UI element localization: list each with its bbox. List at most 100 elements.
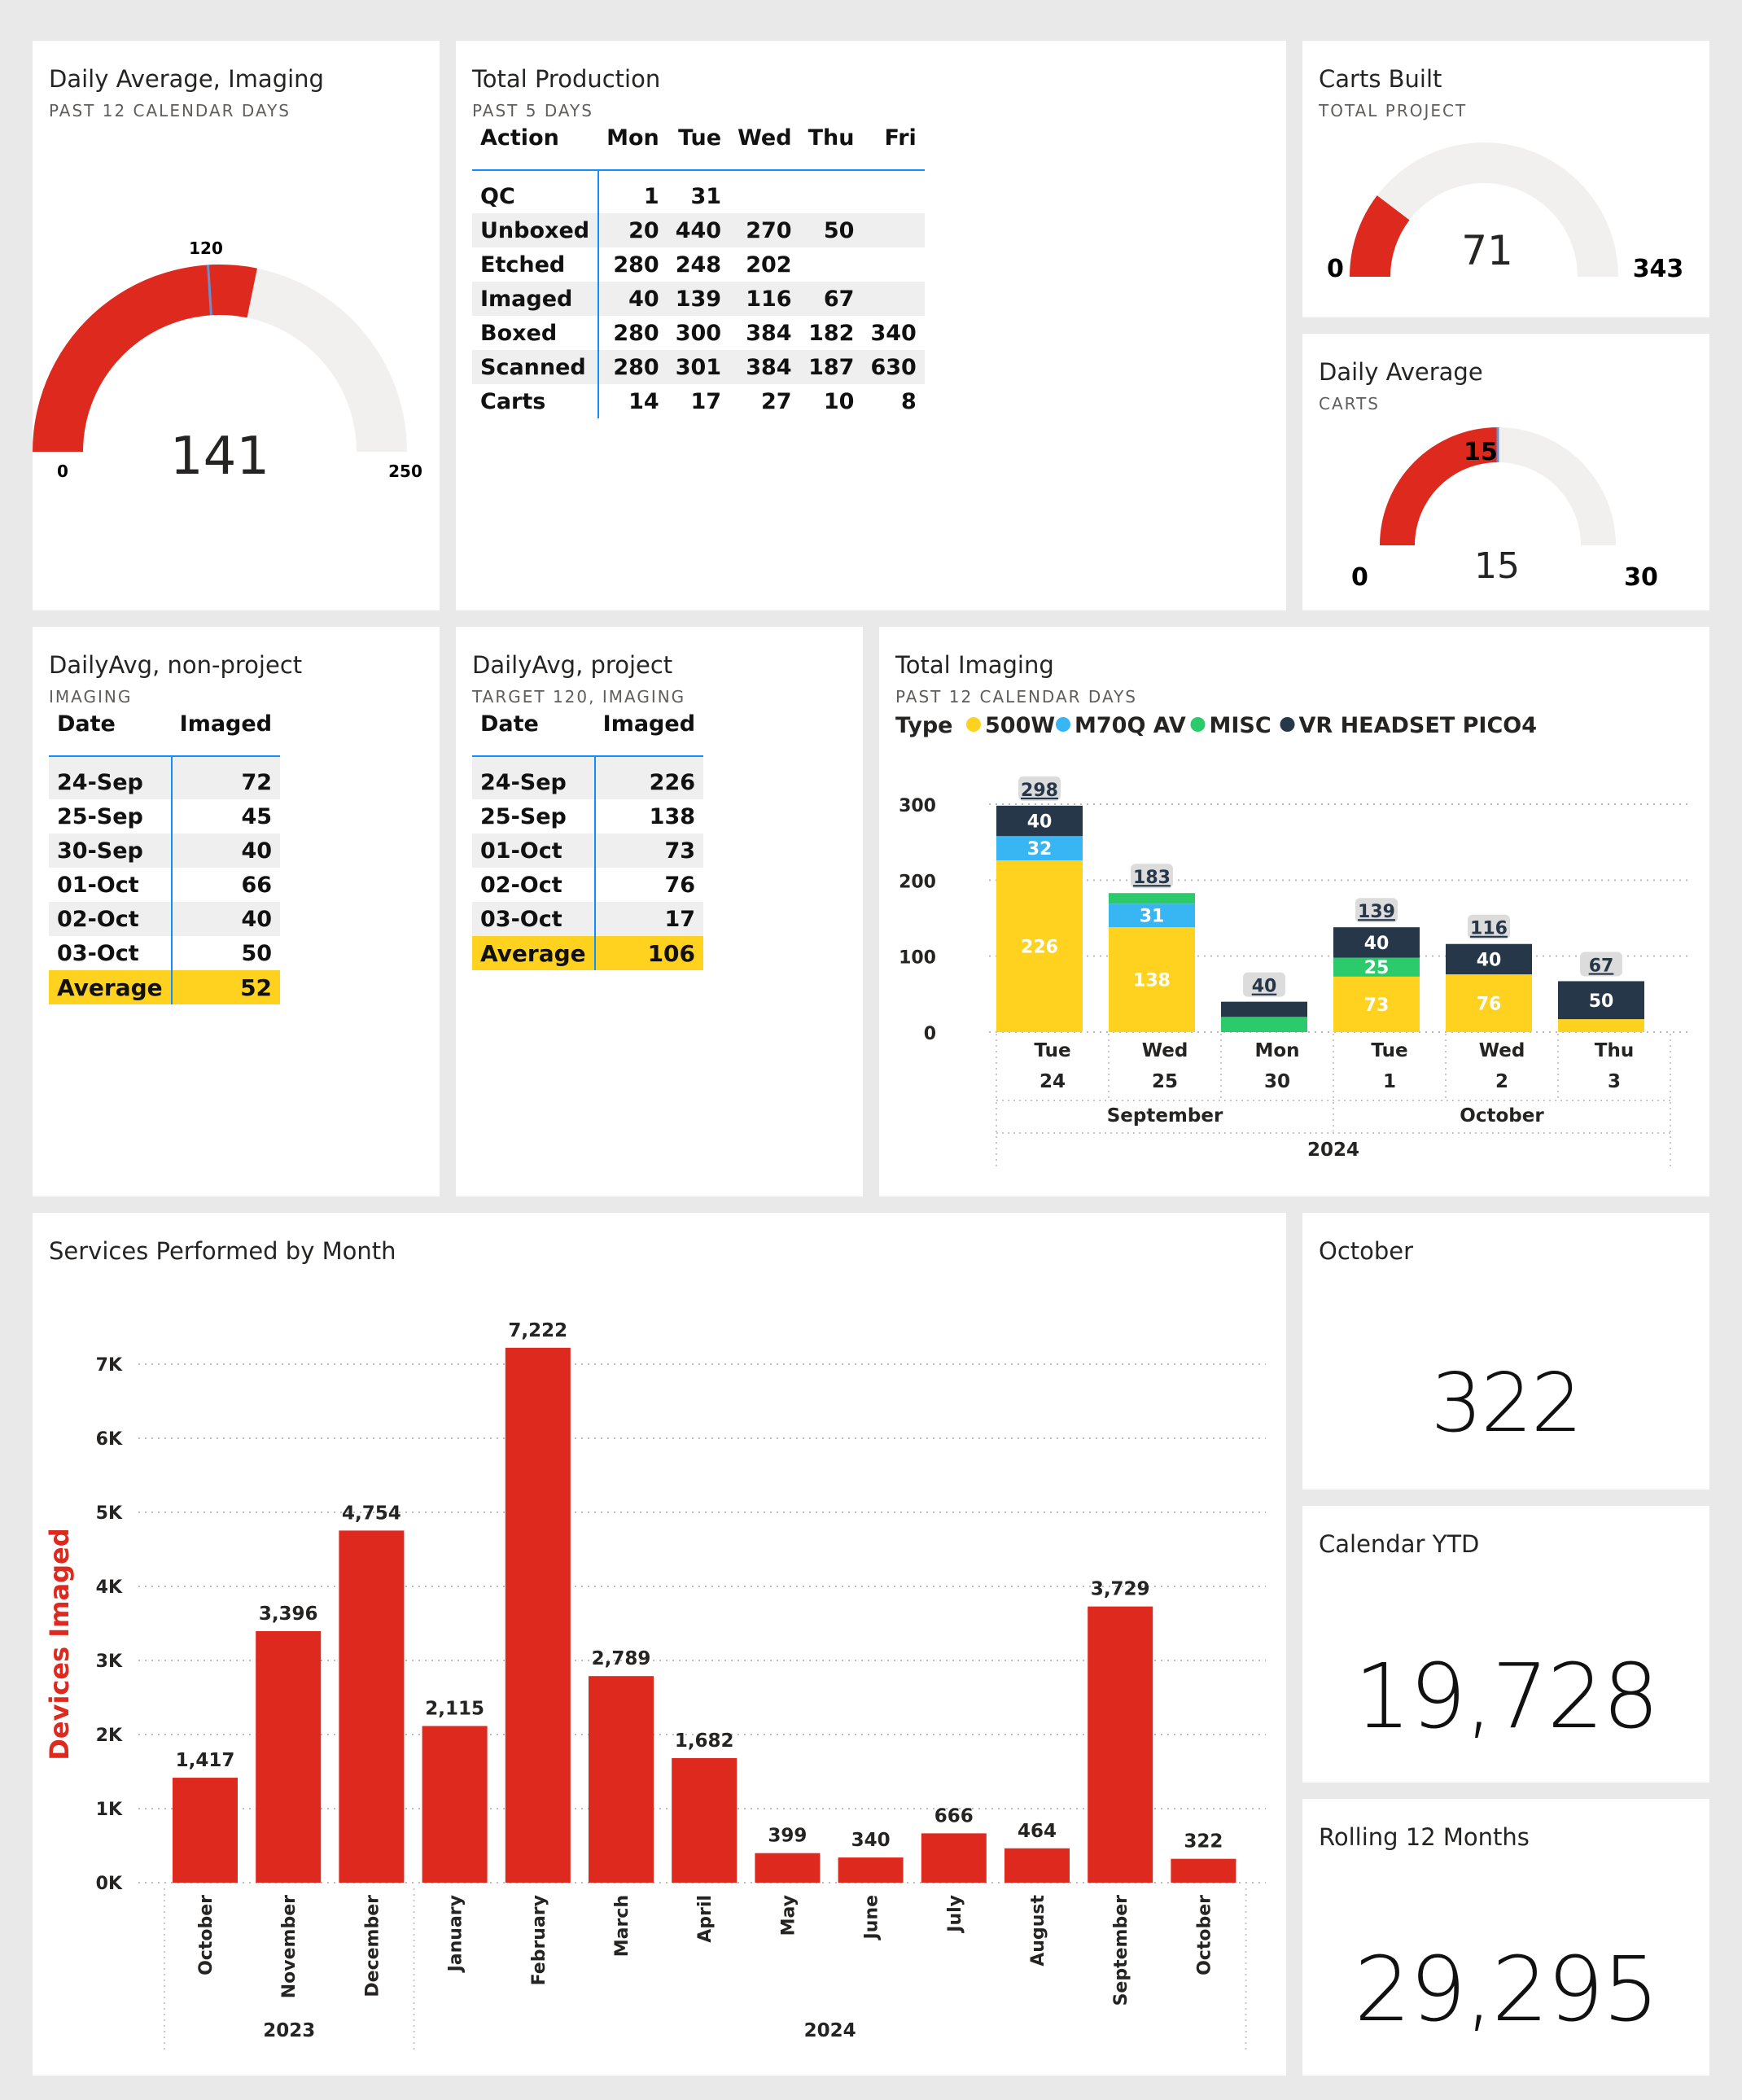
card-title: October	[1319, 1237, 1414, 1265]
tile-title: DailyAvg, project	[472, 651, 673, 679]
table-cell: 73	[594, 833, 704, 868]
average-label: Average	[472, 936, 596, 970]
table-cell: 182	[808, 320, 855, 346]
gauge-max: 343	[1633, 255, 1684, 283]
table-cell: 17	[594, 902, 704, 936]
x-tick-label: May	[778, 1895, 799, 1936]
bar	[339, 1530, 405, 1883]
x-tick-day: Wed	[1142, 1040, 1188, 1061]
column-header: Mon	[598, 122, 667, 171]
bar	[1171, 1858, 1236, 1883]
column-header: Date	[49, 708, 172, 757]
y-tick-label: 7K	[96, 1355, 123, 1376]
table-row: 25-Sep 138	[472, 799, 703, 833]
y-tick-label: 4K	[96, 1577, 123, 1598]
x-tick-label: December	[362, 1895, 383, 1997]
x-tick-label: October	[1194, 1895, 1215, 1975]
bar	[422, 1726, 488, 1883]
x-tick-date: 3	[1608, 1071, 1621, 1092]
average-row: Average 106	[472, 936, 704, 970]
x-tick-label: September	[1111, 1895, 1131, 2006]
gauge-track	[1350, 142, 1618, 277]
bar	[921, 1833, 987, 1883]
table-cell	[862, 213, 925, 247]
bar-segment	[1109, 893, 1195, 904]
nonproject-tile: DailyAvg, non-project IMAGING Date Image…	[33, 627, 440, 1197]
bar-segment	[1333, 927, 1420, 958]
segment-label: 40	[1364, 934, 1390, 954]
table-row: 30-Sep 40	[49, 833, 281, 868]
x-month-label: October	[1460, 1105, 1544, 1127]
table-cell	[729, 170, 799, 213]
x-tick-label: June	[862, 1895, 882, 1940]
table-cell: 14	[628, 388, 659, 414]
tile-title: Daily Average	[1319, 358, 1483, 386]
column-header: Date	[472, 708, 595, 757]
tile-subtitle: PAST 5 DAYS	[472, 101, 593, 120]
table-cell: 27	[760, 388, 792, 414]
total-label-bg	[1018, 776, 1061, 801]
gauge-fill	[33, 264, 257, 452]
gauge-value: 15	[1474, 545, 1520, 587]
bar	[589, 1676, 654, 1883]
x-tick-day: Mon	[1254, 1040, 1299, 1061]
segment-label: 40	[1477, 950, 1502, 970]
x-tick-date: 1	[1383, 1071, 1396, 1092]
gauge-max: 30	[1624, 563, 1658, 592]
bar	[1088, 1606, 1153, 1883]
carts-built-tile: Carts Built TOTAL PROJECT 71 0 343	[1302, 41, 1709, 317]
table-cell	[862, 170, 924, 213]
row-label: 01-Oct	[472, 833, 596, 868]
table-cell: 301	[667, 350, 730, 384]
bar-value-label: 4,754	[342, 1503, 401, 1524]
bar-segment	[996, 805, 1083, 837]
tile-title: Total Imaging	[895, 651, 1054, 679]
segment-label: 76	[1477, 995, 1502, 1015]
gauge-min: 0	[1327, 255, 1344, 283]
table-cell: 270	[729, 213, 800, 247]
bar-segment	[1221, 1017, 1307, 1032]
bar-segment	[1221, 1001, 1307, 1017]
x-tick-date: 25	[1152, 1071, 1178, 1092]
x-tick-label: November	[279, 1895, 300, 1998]
bar-value-label: 3,396	[259, 1603, 318, 1625]
table-cell: 202	[746, 252, 792, 278]
row-label: Carts	[472, 384, 600, 418]
total-label: 183	[1133, 868, 1171, 888]
table-cell: 440	[667, 213, 730, 247]
y-tick-label: 5K	[96, 1503, 123, 1524]
tile-title: Services Performed by Month	[49, 1237, 396, 1265]
tile-subtitle: CARTS	[1319, 394, 1380, 413]
row-label: Etched	[472, 247, 600, 282]
gauge-target-marker	[207, 265, 212, 316]
bar-segment	[1446, 974, 1532, 1032]
table-header-row: Date Imaged	[49, 708, 281, 757]
card-title: Rolling 12 Months	[1319, 1823, 1530, 1851]
y-tick-label: 0K	[96, 1874, 123, 1894]
x-tick-label: February	[529, 1895, 549, 1985]
total-label: 139	[1358, 902, 1395, 922]
row-label: 30-Sep	[49, 833, 173, 868]
y-tick-label: 300	[899, 796, 936, 816]
column-header: Thu	[799, 122, 863, 171]
bar-value-label: 7,222	[508, 1320, 567, 1341]
table-row: Unboxed 20 440 270 50	[472, 213, 925, 247]
total-imaging-chart: Type 500W M70Q AV MISC VR HEADSET PICO4 010…	[895, 713, 1689, 1168]
bar	[256, 1630, 322, 1883]
bar-segment	[1109, 927, 1195, 1032]
tile-subtitle: TARGET 120, IMAGING	[472, 687, 686, 707]
table-cell: 1	[643, 183, 659, 209]
total-label-bg	[1131, 864, 1173, 889]
y-tick-label: 200	[899, 872, 936, 892]
y-tick-label: 3K	[96, 1652, 123, 1672]
card-value: 322	[1430, 1355, 1583, 1450]
table-cell: 340	[870, 320, 917, 346]
table-cell: 300	[675, 320, 722, 346]
table-cell: 280	[613, 252, 659, 278]
table-cell: 139	[667, 282, 730, 316]
table-cell: 384	[746, 320, 792, 346]
row-label: Boxed	[472, 316, 600, 350]
bar-value-label: 2,115	[425, 1699, 484, 1720]
row-label: 24-Sep	[49, 756, 173, 799]
x-tick-day: Thu	[1595, 1040, 1634, 1061]
